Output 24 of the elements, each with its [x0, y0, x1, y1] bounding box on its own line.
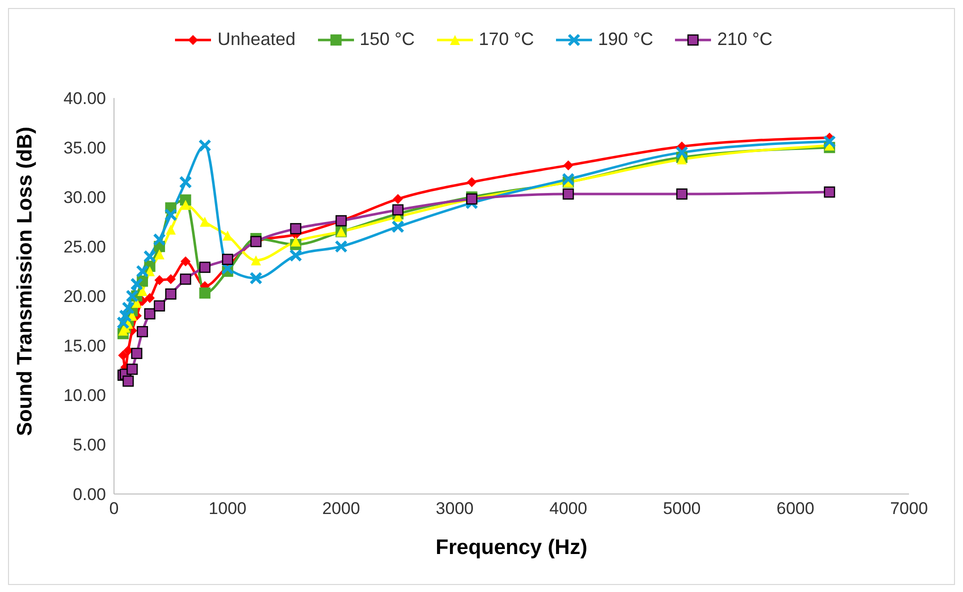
y-tick-label: 10.00 — [63, 386, 106, 406]
legend-label: 170 °C — [478, 29, 534, 50]
y-tick-label: 25.00 — [63, 238, 106, 257]
x-tick-label: 1000 — [208, 499, 246, 518]
y-tick-label: 20.00 — [63, 287, 106, 306]
y-tick-label: 35.00 — [63, 138, 106, 158]
y-tick-label: 15.00 — [63, 336, 106, 356]
y-tick-label: 40.00 — [63, 89, 106, 108]
y-axis-title: Sound Transmission Loss (dB) — [13, 126, 36, 436]
y-tick-label: 5.00 — [72, 436, 106, 455]
legend-label: 190 °C — [598, 29, 654, 50]
legend-label: 210 °C — [717, 29, 772, 50]
x-tick-label: 5000 — [662, 499, 701, 518]
x-axis-title: Frequency (Hz) — [436, 536, 588, 559]
y-tick-label: 0.00 — [72, 485, 106, 504]
x-tick-label: 4000 — [549, 499, 588, 518]
legend-label: 150 °C — [360, 29, 415, 50]
x-tick-label: 7000 — [890, 499, 928, 518]
y-tick-label: 30.00 — [63, 188, 106, 208]
x-tick-label: 6000 — [776, 499, 814, 518]
legend-label: Unheated — [217, 29, 296, 50]
x-tick-label: 3000 — [436, 499, 474, 518]
x-tick-label: 2000 — [322, 499, 360, 518]
x-tick-label: 0 — [109, 499, 119, 518]
